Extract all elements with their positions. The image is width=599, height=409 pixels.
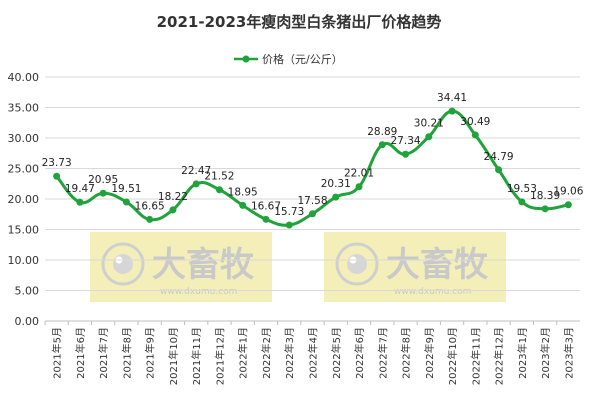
data-label: 18.95 bbox=[228, 186, 258, 198]
data-label: 28.89 bbox=[367, 126, 397, 138]
x-tick-label: 2021年8月 bbox=[120, 327, 133, 379]
x-tick-label: 2022年8月 bbox=[400, 327, 413, 379]
x-tick-label: 2021年12月 bbox=[213, 327, 226, 385]
x-tick-label: 2022年2月 bbox=[260, 327, 273, 379]
data-label: 34.41 bbox=[437, 92, 467, 104]
watermark-1: 大畜牧 www.dxumu.com bbox=[90, 232, 272, 302]
x-tick-label: 2022年5月 bbox=[330, 327, 343, 379]
data-point bbox=[53, 172, 61, 180]
x-tick-label: 2021年5月 bbox=[51, 327, 64, 379]
watermark-2: 大畜牧 www.dxumu.com bbox=[324, 232, 506, 302]
data-label: 24.79 bbox=[484, 151, 514, 163]
data-label: 19.47 bbox=[65, 183, 95, 195]
watermark-url-text: www.dxumu.com bbox=[394, 287, 471, 297]
x-tick-label: 2021年7月 bbox=[97, 327, 110, 379]
data-label: 30.21 bbox=[414, 118, 444, 130]
data-label: 22.47 bbox=[181, 165, 211, 177]
data-point bbox=[402, 150, 410, 158]
data-point bbox=[215, 186, 223, 194]
eye-logo-icon bbox=[101, 242, 145, 286]
x-tick-label: 2022年11月 bbox=[469, 327, 482, 385]
data-label: 17.58 bbox=[297, 195, 327, 207]
data-point bbox=[355, 183, 363, 191]
data-label: 19.51 bbox=[111, 183, 141, 195]
watermark-brand-text: 大畜牧 bbox=[152, 245, 255, 285]
x-tick-label: 2023年1月 bbox=[516, 327, 529, 379]
data-label: 30.49 bbox=[460, 116, 490, 128]
data-label: 18.39 bbox=[530, 190, 560, 202]
y-tick-label: 25.00 bbox=[8, 163, 40, 176]
x-tick-label: 2022年10月 bbox=[446, 327, 459, 385]
y-axis-ticks: 0.00 5.00 10.00 15.00 20.00 25.00 30.00 35.00 40… bbox=[8, 71, 40, 328]
x-axis-ticks: 2021年5月 2021年6月 2021年7月 2021年8月 2021年9月 2021年… bbox=[44, 321, 575, 385]
data-point bbox=[378, 141, 386, 149]
data-point bbox=[541, 205, 549, 213]
chart-title: 2021-2023年瘦肉型白条猪出厂价格趋势 bbox=[157, 13, 442, 31]
data-point bbox=[285, 221, 293, 229]
data-point bbox=[518, 198, 526, 206]
data-point bbox=[309, 210, 316, 218]
watermark-brand-text: 大畜牧 bbox=[386, 245, 489, 285]
data-label: 15.73 bbox=[274, 206, 304, 218]
data-label: 27.34 bbox=[391, 135, 421, 147]
data-point bbox=[239, 201, 247, 209]
x-tick-label: 2022年9月 bbox=[423, 327, 436, 379]
x-tick-label: 2021年10月 bbox=[167, 327, 180, 385]
x-tick-label: 2022年3月 bbox=[283, 327, 296, 379]
y-tick-label: 20.00 bbox=[8, 193, 40, 206]
series-price bbox=[53, 107, 572, 229]
x-tick-label: 2022年7月 bbox=[376, 327, 389, 379]
x-tick-label: 2023年3月 bbox=[562, 327, 575, 379]
data-point bbox=[122, 198, 130, 206]
data-label: 21.52 bbox=[204, 171, 234, 183]
gridlines bbox=[45, 76, 580, 322]
legend-series-label: 价格（元/公斤） bbox=[262, 52, 343, 66]
watermark-layer: 大畜牧 www.dxumu.com 大畜牧 www.dxumu.com bbox=[90, 232, 506, 302]
data-label: 19.53 bbox=[507, 183, 537, 195]
data-point bbox=[425, 133, 433, 141]
data-label: 18.22 bbox=[158, 191, 188, 203]
data-label: 20.31 bbox=[321, 178, 351, 190]
y-tick-label: 30.00 bbox=[8, 132, 40, 145]
data-point bbox=[192, 180, 200, 188]
x-tick-label: 2022年4月 bbox=[307, 327, 320, 379]
y-tick-label: 0.00 bbox=[15, 315, 40, 328]
data-point bbox=[76, 198, 84, 206]
x-tick-label: 2021年6月 bbox=[74, 327, 87, 379]
y-tick-label: 40.00 bbox=[8, 71, 40, 84]
data-point bbox=[146, 215, 154, 223]
data-point bbox=[169, 206, 177, 214]
legend: 价格（元/公斤） bbox=[234, 52, 343, 66]
data-point bbox=[495, 166, 503, 174]
x-tick-label: 2023年2月 bbox=[539, 327, 552, 379]
data-point bbox=[564, 201, 572, 209]
y-tick-label: 15.00 bbox=[8, 224, 40, 237]
data-point bbox=[471, 131, 479, 139]
data-point bbox=[262, 215, 270, 223]
data-label: 20.95 bbox=[88, 174, 118, 186]
x-tick-label: 2022年1月 bbox=[237, 327, 250, 379]
data-label: 22.01 bbox=[344, 168, 374, 180]
y-tick-label: 5.00 bbox=[15, 285, 40, 298]
data-point bbox=[99, 189, 107, 197]
data-point bbox=[332, 193, 340, 201]
data-label: 16.65 bbox=[135, 200, 165, 212]
data-label: 19.06 bbox=[553, 186, 583, 198]
y-tick-label: 10.00 bbox=[8, 254, 40, 267]
data-label: 16.67 bbox=[251, 200, 281, 212]
y-tick-label: 35.00 bbox=[8, 102, 40, 115]
watermark-url-text: www.dxumu.com bbox=[160, 287, 237, 297]
x-tick-label: 2022年6月 bbox=[353, 327, 366, 379]
legend-dot-marker bbox=[242, 55, 250, 63]
data-label: 23.73 bbox=[42, 157, 72, 169]
eye-logo-icon bbox=[335, 242, 379, 286]
x-tick-label: 2021年9月 bbox=[144, 327, 157, 379]
data-point bbox=[448, 107, 456, 115]
x-tick-label: 2022年12月 bbox=[493, 327, 506, 385]
x-tick-label: 2021年11月 bbox=[190, 327, 203, 385]
